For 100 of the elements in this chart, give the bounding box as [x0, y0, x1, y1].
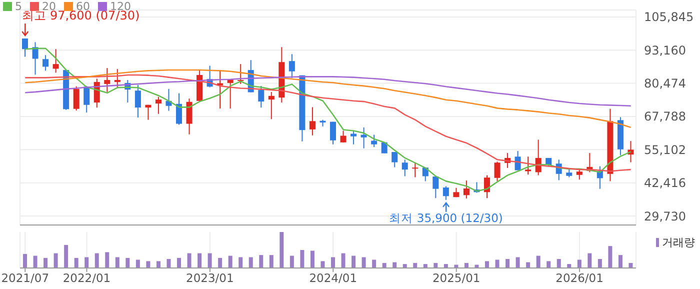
bar: [84, 257, 89, 268]
annotation: 최고 97,600 (07/30): [22, 8, 140, 23]
bar: [352, 256, 356, 268]
y-tick-label: 105,845: [644, 10, 694, 24]
bar: [485, 261, 489, 268]
bar: [198, 253, 202, 268]
bar: [269, 255, 274, 268]
bar: [546, 261, 551, 268]
candlestick: [176, 92, 182, 126]
bar: [228, 256, 232, 268]
bar: [536, 256, 540, 268]
bar: [146, 261, 150, 268]
candlestick: [442, 186, 449, 200]
candlestick: [155, 96, 162, 114]
x-tick-label: 2022/01: [62, 271, 111, 286]
bar: [208, 253, 212, 268]
legend-label: 5: [15, 0, 22, 13]
candlestick: [227, 78, 234, 110]
x-tick-label: 2026/01: [556, 271, 604, 286]
bar: [516, 257, 520, 268]
bar: [280, 232, 284, 268]
candlestick: [402, 159, 408, 177]
bar: [177, 258, 181, 268]
x-tick-label: 2021/07: [1, 271, 50, 286]
candlestick: [494, 161, 500, 182]
candlestick: [186, 98, 192, 135]
bar: [290, 256, 294, 268]
bar: [218, 258, 222, 268]
bar: [526, 262, 530, 268]
bar: [577, 260, 582, 268]
x-tick-label: 2025/01: [432, 271, 480, 286]
x-tick-label: 2023/01: [186, 271, 234, 286]
candlestick: [330, 121, 336, 145]
candlestick: [463, 180, 470, 199]
bar: [156, 261, 160, 268]
bar: [259, 255, 264, 268]
candlestick: [258, 85, 264, 108]
bar: [64, 244, 68, 268]
bar: [608, 246, 612, 268]
candlestick: [52, 48, 59, 74]
candlestick: [412, 162, 418, 178]
candlestick: [73, 86, 80, 112]
candlestick: [32, 42, 38, 76]
bar: [495, 260, 500, 268]
candlestick: [268, 91, 274, 120]
bar: [248, 257, 253, 268]
bar: [94, 253, 99, 268]
bar: [331, 257, 335, 268]
y-tick-label: 80,474: [644, 76, 686, 91]
bar: [320, 261, 325, 268]
bar: [54, 253, 58, 268]
candlestick: [432, 176, 439, 199]
candlestick: [42, 54, 49, 72]
bar: [115, 257, 120, 268]
candlestick: [576, 168, 582, 180]
y-tick-label: 67,788: [644, 110, 686, 124]
bar: [74, 258, 78, 268]
candlestick: [309, 106, 316, 136]
y-tick-label: 29,730: [644, 209, 686, 224]
candlestick: [84, 85, 90, 114]
bar: [392, 262, 397, 268]
legend-label: 거래량: [662, 235, 695, 250]
bar: [23, 254, 27, 268]
x-tick-label: 2024/01: [309, 271, 358, 286]
candlestick: [288, 54, 295, 79]
bar: [362, 257, 366, 268]
candlestick: [340, 130, 346, 143]
y-tick-label: 55,102: [644, 142, 686, 157]
bar: [187, 253, 192, 268]
bar: [166, 259, 171, 268]
candlestick: [392, 152, 398, 168]
candlestick: [484, 174, 490, 199]
bar: [618, 255, 622, 268]
bar: [44, 258, 48, 268]
candlestick: [360, 126, 367, 149]
bar: [556, 259, 561, 268]
candlestick: [22, 38, 28, 58]
y-tick-label: 93,160: [644, 43, 686, 58]
line-series: [24, 69, 632, 128]
bar: [238, 257, 243, 268]
bar: [598, 259, 602, 268]
bar: [588, 253, 592, 268]
bar: [372, 260, 376, 268]
bar: [136, 260, 140, 268]
candlestick: [371, 134, 378, 148]
bar: [341, 253, 346, 268]
candlestick: [525, 156, 532, 176]
bar: [33, 256, 38, 268]
y-tick-label: 42,416: [644, 176, 686, 190]
bar: [126, 258, 130, 268]
bar: [105, 252, 110, 268]
annotation: 최저 35,900 (12/30): [389, 210, 503, 225]
bar: [300, 250, 304, 268]
candlestick: [134, 84, 141, 118]
candlestick: [104, 68, 110, 92]
candlestick: [350, 130, 357, 145]
bar: [310, 250, 314, 268]
bar: [506, 259, 510, 268]
candlestick: [514, 150, 521, 171]
candlestick: [238, 64, 244, 84]
